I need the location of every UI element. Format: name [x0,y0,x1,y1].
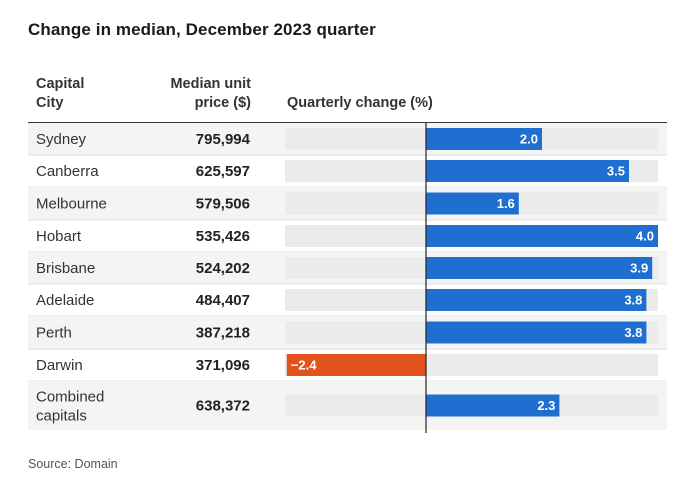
value-label-brisbane: 3.9 [630,261,648,276]
header-city-line2: City [36,95,64,111]
bar-hobart [426,225,658,247]
chart-title: Change in median, December 2023 quarter [28,20,376,39]
price-label-brisbane: 524,202 [196,260,250,277]
price-label-perth: 387,218 [196,325,250,342]
value-label-darwin: −2.4 [291,358,317,373]
price-label-melbourne: 579,506 [196,196,250,213]
value-label-hobart: 4.0 [636,229,654,244]
bar-perth [426,321,647,344]
column-header-quarterly-change: Quarterly change (%) [287,95,433,111]
column-header-median-price: Median unit price ($) [140,75,251,113]
source-note: Source: Domain [28,457,118,471]
price-label-hobart: 535,426 [196,228,250,245]
value-label-perth: 3.8 [624,325,642,340]
price-label-darwin: 371,096 [196,357,250,374]
bar-melbourne [426,192,519,215]
bar-brisbane [426,257,653,279]
city-label-adelaide: Adelaide [36,292,94,309]
price-label-canberra: 625,597 [196,163,250,180]
bar-sydney [426,128,542,150]
value-label-sydney: 2.0 [520,132,538,147]
city-label-sydney: Sydney [36,131,87,148]
city-label-melbourne: Melbourne [36,196,107,213]
value-label-canberra: 3.5 [607,164,625,179]
price-label-combined-capitals: 638,372 [196,398,250,415]
city-label-brisbane: Brisbane [36,260,95,277]
column-header-capital-city: Capital City [36,75,84,113]
bar-adelaide [426,289,647,311]
header-price-line2: price ($) [194,95,251,111]
value-label-melbourne: 1.6 [497,196,515,211]
bar-combined-capitals [426,394,560,417]
price-label-adelaide: 484,407 [196,292,250,309]
city-label-darwin: Darwin [36,357,83,374]
city-label-combined-capitals: Combined capitals [36,389,104,425]
city-label-canberra: Canberra [36,163,99,180]
city-label-hobart: Hobart [36,228,82,245]
header-city-line1: Capital [36,76,85,92]
value-label-combined-capitals: 2.3 [537,398,555,413]
bar-canberra [426,160,629,182]
price-label-sydney: 795,994 [196,131,251,148]
city-label-perth: Perth [36,325,72,342]
bar-darwin [286,354,426,376]
value-label-adelaide: 3.8 [624,293,642,308]
header-rule [28,122,667,123]
header-price-line1: Median unit [170,76,251,92]
